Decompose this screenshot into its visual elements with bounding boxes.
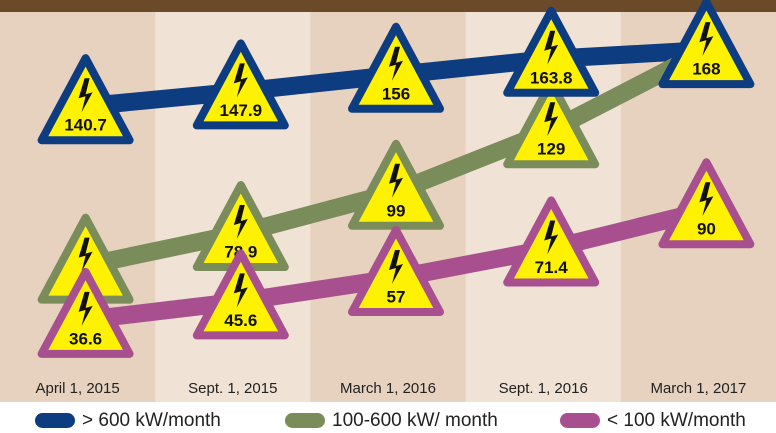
warning-marker: 168: [658, 0, 755, 89]
value-label: 129: [537, 140, 565, 159]
top-bar: [0, 0, 776, 12]
warning-marker: 156: [348, 22, 444, 113]
warning-marker: 140.7: [37, 54, 134, 145]
x-tick-label: Sept. 1, 2016: [499, 380, 588, 397]
warning-marker: 99: [348, 139, 444, 230]
value-label: 36.6: [69, 329, 102, 348]
lightning-icon: [389, 250, 403, 284]
value-label: 163.8: [530, 68, 573, 87]
legend-swatch: [285, 413, 325, 428]
lightning-icon: [699, 182, 714, 217]
value-label: 57: [387, 287, 406, 306]
value-label: 156: [382, 84, 410, 103]
lightning-icon: [233, 63, 248, 98]
value-label: 71.4: [535, 258, 569, 277]
value-label: 147.9: [220, 101, 263, 120]
value-label: 99: [387, 201, 406, 220]
warning-marker: 163.8: [503, 6, 600, 97]
lightning-icon: [78, 78, 93, 113]
x-tick-label: April 1, 2015: [35, 380, 119, 397]
x-tick-label: March 1, 2017: [650, 380, 746, 397]
lightning-icon: [78, 291, 93, 326]
warning-marker: 129: [503, 78, 600, 169]
legend-swatch: [560, 413, 600, 428]
x-tick-label: March 1, 2016: [340, 380, 436, 397]
lightning-icon: [233, 273, 248, 308]
warning-marker: 147.9: [192, 39, 289, 130]
legend-label: 100-600 kW/ month: [332, 410, 498, 431]
legend-label: < 100 kW/month: [607, 410, 746, 431]
warning-marker: 71.4: [503, 196, 600, 287]
lightning-icon: [699, 22, 714, 57]
value-label: 45.6: [224, 311, 257, 330]
value-label: 90: [697, 220, 716, 239]
value-label: 168: [692, 60, 720, 79]
lightning-icon: [544, 102, 559, 137]
warning-marker: 57: [348, 226, 444, 316]
lightning-icon: [78, 237, 93, 272]
lightning-icon: [544, 220, 559, 255]
warning-marker: 90: [658, 158, 755, 249]
legend-swatch: [35, 413, 75, 428]
lightning-icon: [233, 205, 248, 240]
lightning-icon: [389, 163, 403, 198]
lightning-icon: [544, 30, 559, 65]
warning-marker: 45.6: [192, 249, 289, 340]
value-label: 140.7: [64, 116, 107, 135]
legend-label: > 600 kW/month: [82, 410, 221, 431]
x-tick-label: Sept. 1, 2015: [188, 380, 277, 397]
lightning-icon: [389, 46, 403, 81]
warning-marker: 36.6: [37, 267, 134, 358]
